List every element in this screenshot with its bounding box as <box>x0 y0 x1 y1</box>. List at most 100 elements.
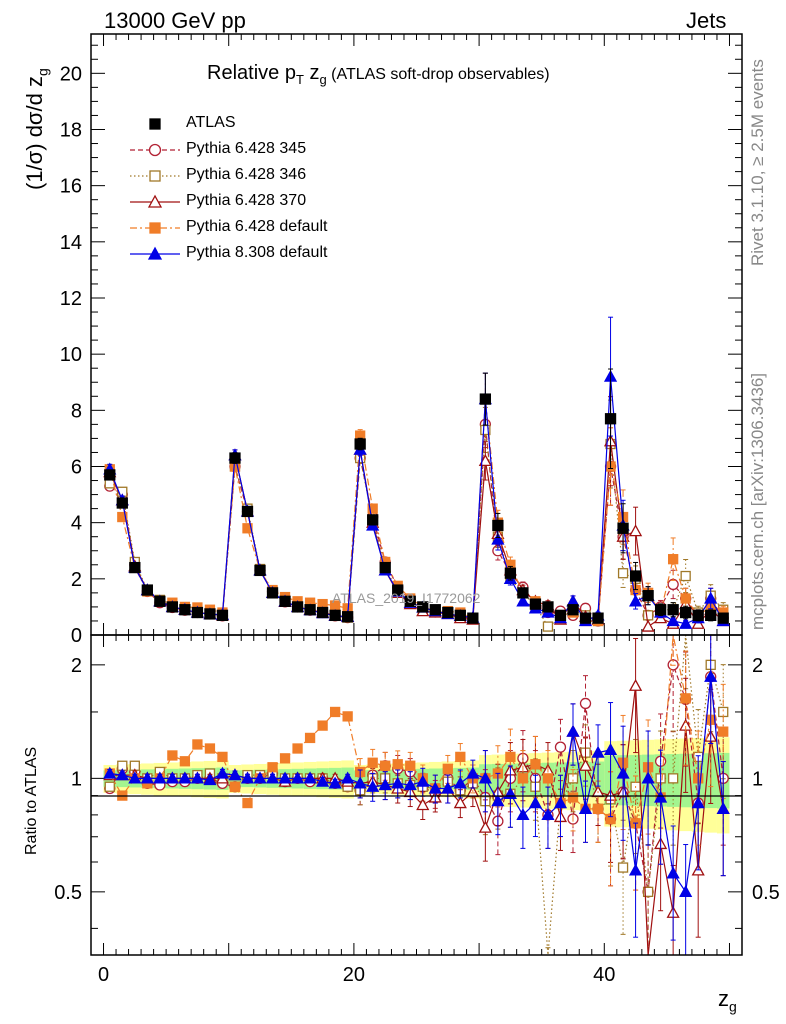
data-point <box>617 522 629 534</box>
ratio-point <box>342 711 353 722</box>
ratio-point <box>478 820 492 833</box>
y-tick-label-main: 6 <box>71 456 82 478</box>
legend-label: Pythia 8.308 default <box>186 244 328 261</box>
ratio-point <box>478 771 492 784</box>
ratio-point <box>616 766 630 779</box>
ratio-point <box>279 753 291 764</box>
legend-entry: Pythia 6.428 default <box>128 216 388 242</box>
ratio-point <box>542 773 554 784</box>
ratio-point <box>267 762 278 773</box>
x-tick-label: 20 <box>343 964 365 986</box>
data-point <box>628 524 643 537</box>
data-point <box>216 609 229 621</box>
ratio-point <box>654 790 668 803</box>
ratio-point <box>242 797 253 809</box>
data-point <box>304 604 316 616</box>
x-axis-label-text: z <box>718 986 729 1011</box>
data-point <box>241 505 254 518</box>
ratio-point <box>716 802 730 815</box>
y-axis-label-ratio: Ratio to ATLAS <box>23 746 40 855</box>
ratio-point <box>329 706 341 718</box>
legend: ATLAS Pythia 6.428 345 Pythia 6.428 346 … <box>128 112 388 268</box>
data-point <box>478 454 492 467</box>
data-point <box>166 601 179 613</box>
ratio-point <box>405 760 416 771</box>
ratio-point <box>416 774 430 787</box>
chart-title-suffix: (ATLAS soft-drop observables) <box>326 66 550 83</box>
y-tick-label-main: 16 <box>60 176 82 198</box>
data-point <box>641 619 655 632</box>
legend-marker <box>147 246 163 260</box>
ratio-point <box>204 743 216 754</box>
data-point <box>680 570 691 582</box>
ratio-point <box>453 776 467 789</box>
ratio-point <box>553 796 568 809</box>
data-point <box>467 612 479 624</box>
ratio-point <box>367 757 378 768</box>
data-point <box>242 523 253 534</box>
ratio-point <box>667 773 679 784</box>
ratio-point <box>215 766 230 779</box>
ratio-point <box>679 885 693 898</box>
data-point <box>492 519 504 532</box>
ratio-frame <box>90 634 743 956</box>
data-point <box>666 614 680 627</box>
legend-entry: Pythia 6.428 345 <box>128 138 388 164</box>
data-point <box>642 590 654 602</box>
ratio-point <box>680 693 691 704</box>
ratio-point <box>104 781 115 792</box>
ratio-point <box>441 781 455 794</box>
ratio-point <box>642 886 654 898</box>
header-observable: Jets <box>686 8 727 33</box>
data-point <box>404 595 416 607</box>
ratio-point <box>192 739 203 750</box>
ratio-point <box>466 766 480 779</box>
ratio-point <box>392 759 403 770</box>
y-axis-label-main-sub: g <box>34 68 51 77</box>
ratio-point <box>579 697 592 710</box>
ratio-point <box>165 771 179 784</box>
ratio-point <box>428 781 442 794</box>
data-point <box>542 621 554 632</box>
ratio-point <box>203 773 217 786</box>
data-point <box>717 612 729 624</box>
data-point <box>117 511 128 523</box>
legend-symbol <box>130 222 180 234</box>
ratio-point <box>178 771 192 784</box>
main-plot <box>103 316 730 632</box>
y-axis-label-main-text: (1/σ) dσ/d z <box>22 76 47 190</box>
ratio-point <box>278 771 292 784</box>
ratio-point <box>190 771 205 784</box>
legend-marker <box>149 118 161 130</box>
data-point <box>479 393 492 405</box>
ratio-point <box>290 771 305 784</box>
ratio-point <box>380 760 391 771</box>
data-point <box>667 554 679 565</box>
y-tick-label-main: 0 <box>71 625 82 647</box>
data-point <box>604 413 617 425</box>
y-tick-label-main: 14 <box>60 232 82 254</box>
data-point <box>266 587 279 599</box>
y-axis-label-main: (1/σ) dσ/d zg <box>22 68 50 190</box>
legend-symbol <box>130 194 180 208</box>
data-point <box>291 601 304 613</box>
legend-label: ATLAS <box>186 114 236 131</box>
series-0 <box>104 368 729 624</box>
data-point <box>680 593 691 604</box>
ratio-point <box>554 741 567 753</box>
ratio-point <box>378 778 392 791</box>
ratio-point <box>666 866 680 879</box>
data-point <box>454 609 466 621</box>
data-point <box>141 584 153 596</box>
data-point <box>367 514 379 526</box>
chart-title-sub: T <box>295 72 304 87</box>
ratio-point <box>628 863 643 876</box>
data-point <box>592 612 604 624</box>
x-axis-label: zg <box>718 986 737 1014</box>
ratio-point <box>704 669 718 682</box>
ratio-point <box>530 759 541 770</box>
data-point <box>617 568 629 579</box>
ratio-point <box>153 771 167 784</box>
